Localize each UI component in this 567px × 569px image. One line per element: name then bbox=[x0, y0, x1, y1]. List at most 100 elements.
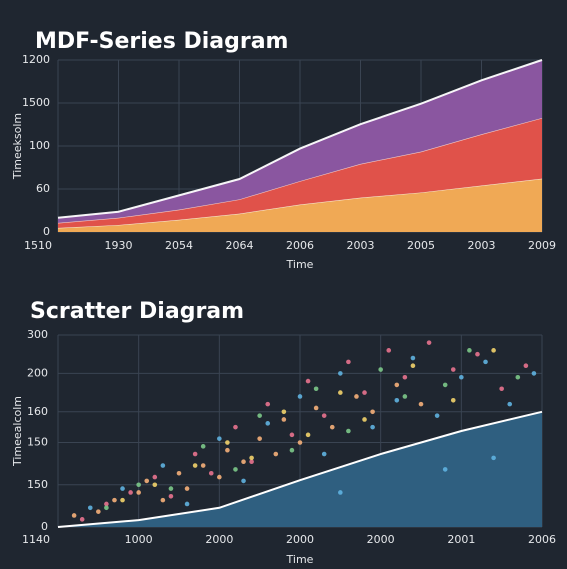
x-tick-label: 2003 bbox=[468, 239, 496, 252]
scatter-point bbox=[168, 493, 174, 499]
scatter-point bbox=[402, 374, 408, 380]
scatter-point bbox=[176, 470, 182, 476]
scatter-point bbox=[200, 463, 206, 468]
scatter-point bbox=[394, 382, 400, 388]
scatter-point bbox=[281, 409, 287, 415]
scatter-point bbox=[507, 401, 513, 407]
scatter-point bbox=[112, 497, 117, 503]
scatter-point bbox=[104, 501, 109, 507]
scatter-point bbox=[491, 455, 496, 461]
scatter-point bbox=[426, 340, 432, 345]
y-tick-label: 0 bbox=[41, 520, 48, 533]
y-tick-label: 100 bbox=[29, 139, 50, 152]
y-axis-label: Timeeksolm bbox=[11, 113, 24, 180]
scatter-point bbox=[241, 478, 246, 484]
scatter-point bbox=[297, 440, 303, 445]
scatter-point bbox=[281, 417, 287, 422]
scatter-point bbox=[136, 490, 141, 495]
scatter-point bbox=[305, 378, 311, 384]
x-tick-label: 1140 bbox=[22, 533, 50, 546]
scatter-point bbox=[483, 359, 488, 365]
scatter-point bbox=[531, 371, 537, 376]
scatter-point bbox=[450, 367, 456, 372]
area-segment bbox=[58, 178, 542, 232]
y-tick-label: 160 bbox=[27, 405, 48, 418]
scatter-point bbox=[313, 405, 319, 411]
scatter-point bbox=[225, 440, 230, 445]
scatter-point bbox=[152, 482, 158, 488]
scatter-point bbox=[370, 409, 375, 415]
scatter-point bbox=[289, 447, 295, 453]
x-tick-label: 2009 bbox=[528, 239, 556, 252]
y-tick-label: 1200 bbox=[22, 53, 50, 66]
area-segment bbox=[58, 117, 542, 228]
scatter-point bbox=[515, 374, 521, 380]
x-tick-label: 1000 bbox=[125, 533, 153, 546]
scatter-point bbox=[450, 397, 456, 403]
scatter-point bbox=[346, 359, 351, 365]
x-tick-label: 2006 bbox=[286, 239, 314, 252]
scatter-point bbox=[442, 382, 448, 388]
scatter-point bbox=[192, 463, 198, 468]
x-tick-label: 2000 bbox=[367, 533, 395, 546]
x-axis-label: Time bbox=[286, 258, 314, 271]
scatter-point bbox=[499, 386, 504, 392]
scatter-point bbox=[386, 348, 392, 353]
scatter-point bbox=[249, 455, 254, 461]
scatter-point bbox=[418, 401, 424, 407]
y-tick-label: 60 bbox=[36, 182, 50, 195]
x-tick-label: 2000 bbox=[286, 533, 314, 546]
scatter-point bbox=[467, 348, 472, 353]
scatter-point bbox=[289, 432, 295, 438]
scatter-point bbox=[321, 413, 327, 418]
scatter-point bbox=[410, 363, 416, 369]
scatter-point bbox=[160, 463, 166, 468]
scatter-point bbox=[136, 482, 141, 488]
x-axis-label: Time bbox=[286, 553, 314, 566]
scatter-point bbox=[265, 421, 271, 426]
scatter-point bbox=[233, 424, 238, 430]
scatter-point bbox=[273, 451, 279, 457]
x-tick-label: 2064 bbox=[226, 239, 254, 252]
scatter-point bbox=[192, 451, 198, 457]
x-tick-label: 2005 bbox=[407, 239, 435, 252]
scatter-point bbox=[305, 432, 311, 438]
scatter-point bbox=[120, 486, 125, 491]
scatter-point bbox=[79, 517, 85, 522]
chart-title: Scratter Diagram bbox=[30, 299, 244, 324]
scatter-point bbox=[208, 470, 214, 476]
scatter-point bbox=[249, 459, 254, 465]
scatter-point bbox=[241, 459, 246, 465]
scatter-point bbox=[354, 394, 359, 399]
scatter-point bbox=[168, 486, 174, 491]
scatter-point bbox=[338, 490, 343, 495]
scatter-point bbox=[257, 436, 262, 441]
area-boundary-line bbox=[57, 59, 543, 219]
scatter-point bbox=[71, 513, 77, 518]
scatter-point bbox=[321, 451, 327, 457]
scatter-point bbox=[128, 490, 133, 495]
scatter-point bbox=[459, 374, 464, 380]
scatter-point bbox=[217, 436, 222, 441]
scatter-point bbox=[442, 467, 448, 472]
x-tick-label: 2001 bbox=[447, 533, 475, 546]
y-tick-label: 1500 bbox=[22, 96, 50, 109]
scatter-point bbox=[225, 447, 230, 453]
scatter-point bbox=[475, 351, 480, 357]
scatter-point bbox=[410, 355, 416, 361]
scatter-point bbox=[233, 467, 238, 472]
scatter-point bbox=[491, 348, 496, 353]
scatter-point bbox=[152, 474, 158, 480]
scatter-point bbox=[402, 394, 408, 399]
scatter-point bbox=[217, 474, 222, 480]
scatter-point bbox=[346, 428, 351, 434]
y-tick-label: 150 bbox=[27, 478, 48, 491]
scatter-point bbox=[434, 413, 440, 418]
x-tick-label: 2000 bbox=[205, 533, 233, 546]
y-tick-label: 200 bbox=[27, 366, 48, 379]
scatter-point bbox=[257, 413, 262, 418]
scatter-point bbox=[362, 390, 367, 395]
y-tick-label: 300 bbox=[27, 328, 48, 341]
y-axis-label: Timeealcolm bbox=[11, 396, 24, 467]
